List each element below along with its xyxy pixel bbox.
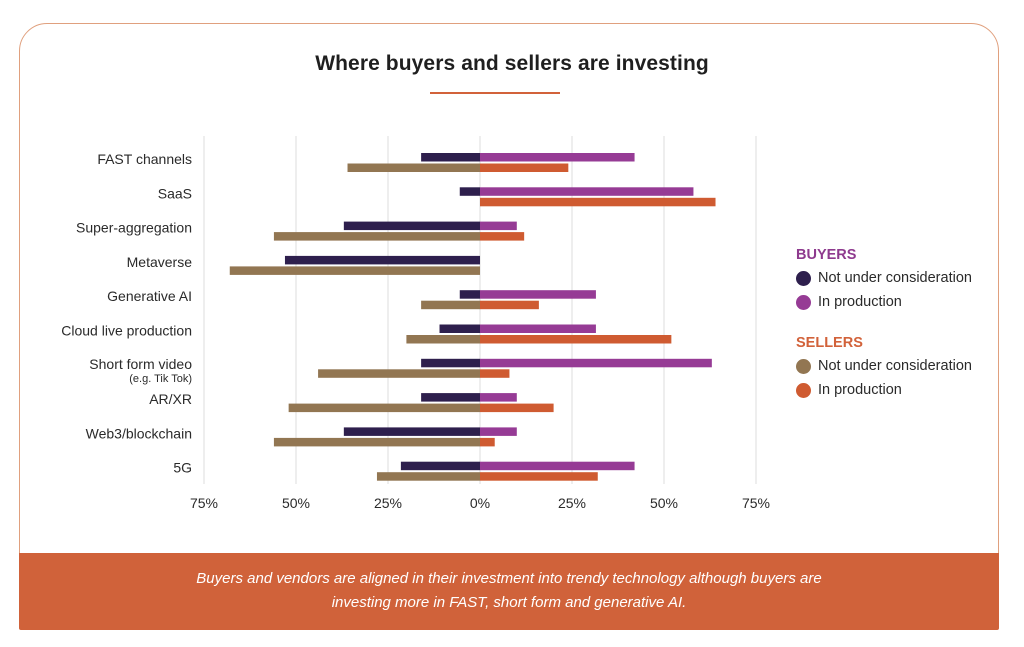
legend-swatch-sellers-not bbox=[796, 358, 811, 374]
category-label: Cloud live production bbox=[61, 323, 192, 339]
bar-buyers-in bbox=[480, 221, 517, 231]
legend-swatch-sellers-in bbox=[796, 382, 811, 398]
bar-sellers-not bbox=[229, 266, 480, 275]
category-label: Generative AI bbox=[107, 288, 192, 304]
bar-buyers-in bbox=[480, 187, 694, 196]
bar-sellers-in bbox=[480, 197, 716, 207]
bar-sellers-not bbox=[318, 369, 480, 378]
bar-sellers-in bbox=[480, 163, 569, 172]
bar-sellers-not bbox=[376, 472, 480, 481]
legend-item-buyers-not: Not under consideration bbox=[796, 266, 996, 290]
footer-line-2: investing more in FAST, short form and g… bbox=[331, 594, 687, 611]
bar-sellers-in bbox=[480, 335, 672, 344]
footer-line-1: Buyers and vendors are aligned in their … bbox=[196, 570, 822, 587]
gridlines bbox=[203, 136, 757, 484]
bars bbox=[229, 153, 716, 481]
bar-buyers-in bbox=[480, 153, 635, 162]
x-tick-label: 50% bbox=[282, 495, 310, 511]
bar-buyers-not bbox=[421, 393, 480, 402]
category-label: Web3/blockchain bbox=[86, 425, 192, 441]
bar-buyers-not bbox=[400, 461, 480, 471]
x-tick-labels: 75% 50% 25% 0% 25% 50% 75% bbox=[190, 495, 770, 511]
legend-swatch-buyers-in bbox=[796, 294, 811, 310]
bar-sellers-not bbox=[406, 335, 480, 344]
category-label: FAST channels bbox=[97, 151, 192, 167]
bar-buyers-not bbox=[284, 255, 480, 265]
bar-sellers-in bbox=[480, 403, 554, 413]
legend-swatch-buyers-not bbox=[796, 270, 811, 286]
bar-sellers-not bbox=[288, 403, 480, 413]
bar-buyers-not bbox=[343, 221, 480, 231]
bar-buyers-not bbox=[343, 427, 480, 436]
category-label: 5G bbox=[173, 460, 192, 476]
x-tick-label: 25% bbox=[558, 495, 586, 511]
legend-buyers-heading: BUYERS bbox=[796, 247, 857, 263]
legend: BUYERS Not under consideration In produc… bbox=[796, 244, 996, 402]
title-underline bbox=[430, 92, 560, 94]
bar-sellers-in bbox=[480, 232, 525, 241]
x-tick-label: 75% bbox=[190, 495, 218, 511]
bar-buyers-in bbox=[480, 324, 596, 333]
category-labels: FAST channels SaaS Super-aggregation Metave… bbox=[61, 151, 192, 476]
bar-sellers-in bbox=[480, 369, 510, 378]
category-label: Metaverse bbox=[127, 254, 193, 270]
x-tick-label: 75% bbox=[742, 495, 770, 511]
bar-sellers-not bbox=[347, 163, 480, 172]
category-label: AR/XR bbox=[149, 391, 192, 407]
chart-title: Where buyers and sellers are investing bbox=[315, 52, 709, 75]
bar-buyers-in bbox=[480, 290, 596, 299]
legend-label-buyers-not: Not under consideration bbox=[818, 270, 972, 286]
legend-item-sellers-in: In production bbox=[796, 378, 996, 402]
legend-label-sellers-not: Not under consideration bbox=[818, 358, 972, 374]
x-tick-label: 50% bbox=[650, 495, 678, 511]
legend-item-buyers-in: In production bbox=[796, 290, 996, 314]
category-label: Short form video bbox=[89, 356, 192, 372]
legend-label-sellers-in: In production bbox=[818, 382, 902, 398]
bar-buyers-in bbox=[480, 461, 635, 471]
bar-buyers-in bbox=[480, 358, 712, 368]
bar-buyers-in bbox=[480, 427, 517, 436]
bar-buyers-not bbox=[439, 324, 480, 333]
bar-buyers-not bbox=[421, 153, 480, 162]
bar-buyers-not bbox=[459, 290, 480, 299]
footer-banner: Buyers and vendors are aligned in their … bbox=[19, 553, 999, 630]
bar-sellers-not bbox=[273, 437, 480, 447]
bar-sellers-in bbox=[480, 472, 598, 481]
bar-sellers-in bbox=[480, 437, 495, 447]
footer-text: Buyers and vendors are aligned in their … bbox=[19, 567, 999, 615]
bar-buyers-not bbox=[421, 358, 480, 368]
x-tick-label: 0% bbox=[470, 495, 490, 511]
bar-buyers-in bbox=[480, 393, 517, 402]
x-tick-label: 25% bbox=[374, 495, 402, 511]
category-label: SaaS bbox=[158, 185, 192, 201]
legend-sellers-heading: SELLERS bbox=[796, 335, 863, 351]
legend-item-sellers-not: Not under consideration bbox=[796, 354, 996, 378]
bar-buyers-not bbox=[459, 187, 480, 196]
bar-sellers-in bbox=[480, 300, 539, 310]
bar-sellers-not bbox=[421, 300, 480, 310]
category-label: Super-aggregation bbox=[76, 220, 192, 236]
bar-sellers-not bbox=[273, 232, 480, 241]
legend-label-buyers-in: In production bbox=[818, 294, 902, 310]
category-sublabel: (e.g. Tik Tok) bbox=[129, 373, 192, 385]
